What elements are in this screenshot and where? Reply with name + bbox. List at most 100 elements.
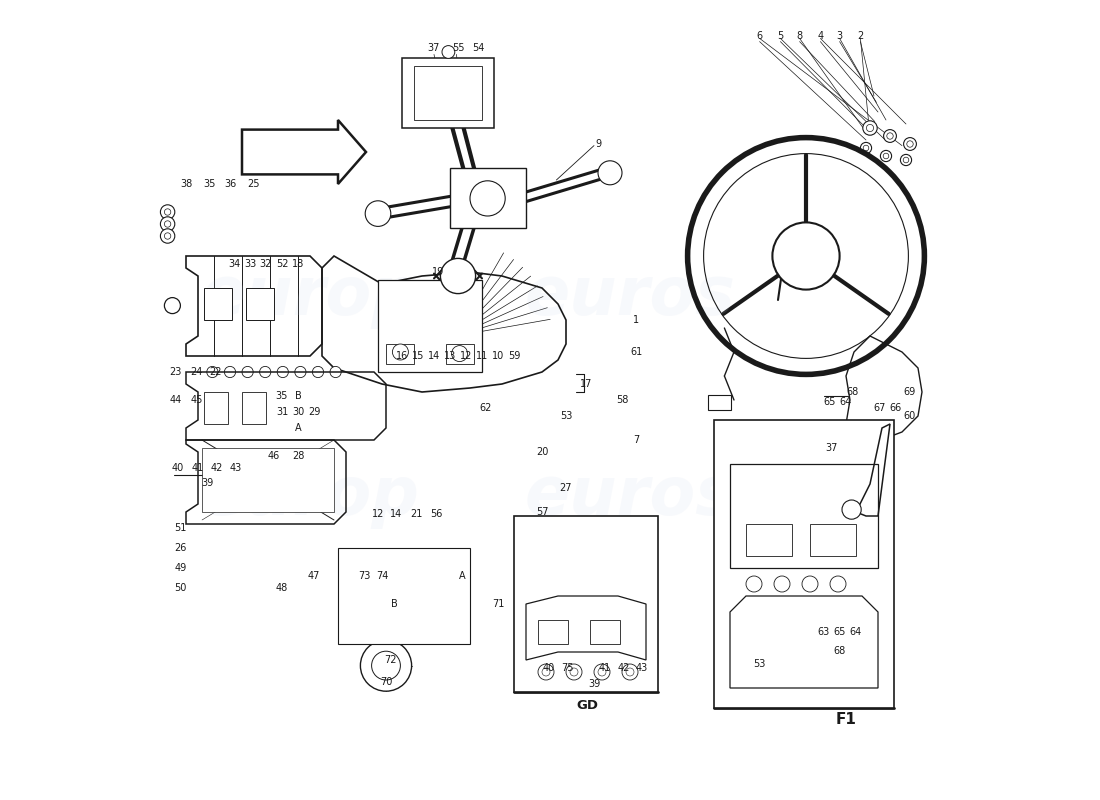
- Circle shape: [566, 664, 582, 680]
- Circle shape: [408, 307, 469, 368]
- Text: 57: 57: [536, 507, 548, 517]
- Text: 59: 59: [508, 351, 520, 361]
- Text: 5: 5: [778, 31, 783, 41]
- Text: 42: 42: [210, 463, 222, 473]
- Text: europ: europ: [200, 263, 419, 329]
- Text: 4: 4: [817, 31, 824, 41]
- Bar: [205, 392, 229, 424]
- Bar: [590, 620, 620, 644]
- Text: 64: 64: [849, 627, 861, 637]
- Circle shape: [901, 154, 912, 166]
- Circle shape: [361, 640, 411, 691]
- Text: 50: 50: [174, 583, 187, 593]
- Circle shape: [164, 298, 180, 314]
- Circle shape: [373, 585, 384, 596]
- Text: 54: 54: [472, 43, 484, 53]
- Polygon shape: [242, 120, 366, 184]
- Bar: [730, 464, 878, 568]
- Text: 44: 44: [169, 395, 182, 405]
- Text: A: A: [459, 571, 465, 581]
- Text: 36: 36: [224, 179, 236, 189]
- Text: euros: euros: [525, 263, 736, 329]
- Circle shape: [792, 242, 821, 270]
- Text: 1: 1: [634, 315, 639, 325]
- Circle shape: [365, 201, 390, 226]
- Bar: [708, 395, 730, 410]
- Text: 38: 38: [180, 179, 192, 189]
- Text: 31: 31: [276, 407, 288, 417]
- Text: 71: 71: [492, 599, 504, 609]
- Circle shape: [164, 221, 170, 227]
- Text: 58: 58: [616, 395, 628, 405]
- Text: 64: 64: [840, 397, 852, 406]
- Circle shape: [161, 205, 175, 219]
- Circle shape: [864, 146, 869, 150]
- Text: 75: 75: [561, 663, 574, 673]
- Text: 19: 19: [432, 267, 444, 277]
- Bar: [810, 524, 857, 556]
- Circle shape: [772, 222, 839, 290]
- Circle shape: [830, 576, 846, 592]
- Text: 46: 46: [268, 451, 280, 461]
- Bar: [398, 590, 420, 626]
- Text: 17: 17: [580, 379, 592, 389]
- Circle shape: [442, 46, 454, 58]
- Circle shape: [887, 133, 893, 139]
- Circle shape: [164, 209, 170, 215]
- Text: 40: 40: [542, 663, 554, 673]
- Bar: [402, 58, 494, 128]
- Text: euros: euros: [525, 463, 736, 529]
- Circle shape: [277, 366, 288, 378]
- Bar: [714, 420, 894, 708]
- Text: 43: 43: [230, 463, 242, 473]
- Bar: [378, 280, 482, 372]
- Circle shape: [594, 664, 610, 680]
- Bar: [414, 66, 482, 120]
- Circle shape: [746, 576, 762, 592]
- Circle shape: [207, 366, 218, 378]
- Text: 7: 7: [634, 435, 639, 445]
- Text: europ: europ: [200, 463, 419, 529]
- Text: 27: 27: [560, 483, 572, 493]
- Text: 8: 8: [796, 31, 803, 41]
- Circle shape: [626, 668, 634, 676]
- Bar: [779, 240, 833, 270]
- Text: 14: 14: [390, 509, 403, 518]
- Circle shape: [361, 585, 372, 596]
- Text: 12: 12: [372, 509, 384, 518]
- Circle shape: [372, 651, 400, 680]
- Text: 35: 35: [276, 391, 288, 401]
- Text: 30: 30: [292, 407, 304, 417]
- Text: 16: 16: [396, 351, 408, 361]
- Circle shape: [470, 181, 505, 216]
- Text: 39: 39: [201, 478, 213, 488]
- Text: 65: 65: [834, 627, 846, 637]
- Circle shape: [906, 141, 913, 147]
- Text: 51: 51: [174, 523, 187, 533]
- Text: 60: 60: [904, 411, 916, 421]
- Text: 13: 13: [444, 351, 456, 361]
- Circle shape: [373, 596, 384, 607]
- Circle shape: [260, 366, 271, 378]
- Text: 61: 61: [630, 347, 642, 357]
- Text: 39: 39: [588, 679, 601, 689]
- Text: 66: 66: [890, 403, 902, 413]
- Text: 41: 41: [598, 663, 611, 673]
- Circle shape: [883, 154, 889, 158]
- Text: 55: 55: [452, 43, 464, 53]
- Bar: [746, 524, 792, 556]
- Circle shape: [802, 576, 818, 592]
- Text: 34: 34: [228, 259, 240, 269]
- Circle shape: [440, 258, 475, 294]
- Circle shape: [862, 121, 877, 135]
- Bar: [246, 288, 274, 320]
- Text: 28: 28: [292, 451, 305, 461]
- Circle shape: [330, 366, 341, 378]
- Bar: [446, 344, 474, 364]
- Circle shape: [452, 346, 468, 362]
- Text: 11: 11: [476, 351, 488, 361]
- Circle shape: [161, 217, 175, 231]
- Text: 20: 20: [536, 447, 548, 457]
- Circle shape: [842, 500, 861, 519]
- Text: 21: 21: [410, 509, 422, 518]
